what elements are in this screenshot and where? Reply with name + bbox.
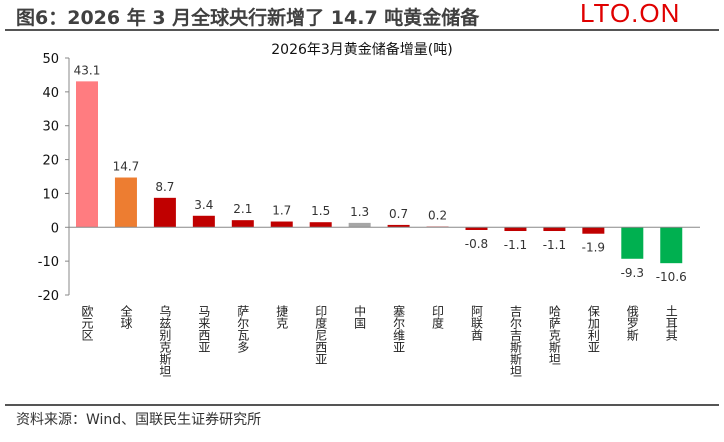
bar: [582, 227, 605, 234]
bar: [387, 224, 410, 228]
watermark: LTO.ON: [580, 0, 681, 28]
y-tick-label: 0: [51, 221, 59, 236]
x-tick-label: 保加利亚: [586, 305, 600, 353]
x-tick-label: 萨尔瓦多: [236, 305, 250, 354]
bar: [114, 177, 137, 228]
footer-divider: [5, 404, 719, 406]
x-tick-label: 阿联酋: [470, 305, 484, 341]
bar: [543, 227, 566, 232]
data-label: 2.1: [233, 202, 252, 216]
data-label: 1.3: [350, 205, 369, 219]
x-tick-label: 马来西亚: [197, 305, 211, 353]
data-label: 8.7: [155, 180, 174, 194]
y-tick-label: 40: [42, 86, 59, 101]
data-label: -0.8: [465, 237, 488, 251]
bar: [504, 227, 527, 232]
data-label: 1.5: [311, 204, 330, 218]
x-tick-label: 哈萨克斯坦: [547, 305, 561, 365]
bar: [153, 197, 176, 228]
x-tick-label: 俄罗斯: [625, 305, 639, 342]
figure-title: 图6：2026 年 3 月全球央行新增了 14.7 吨黄金储备: [16, 7, 480, 29]
data-label: 0.2: [428, 209, 447, 223]
x-tick-label: 乌兹别克斯坦: [158, 304, 172, 377]
y-tick-label: 10: [42, 187, 59, 202]
data-label: 0.7: [389, 207, 408, 221]
bar: [660, 227, 683, 264]
data-label: -9.3: [621, 266, 644, 280]
bar: [621, 227, 644, 259]
data-label: 1.7: [272, 204, 291, 218]
x-tick-label: 印度尼西亚: [314, 305, 328, 365]
title-divider: [5, 29, 719, 31]
y-tick-label: 30: [42, 120, 59, 135]
x-tick-label: 捷克: [275, 305, 289, 330]
bar: [465, 227, 488, 230]
bar: [192, 215, 215, 228]
data-label: -1.1: [504, 238, 527, 252]
data-label: -1.9: [582, 241, 605, 255]
y-tick-label: 50: [42, 52, 59, 67]
y-tick-label: -20: [38, 289, 59, 304]
y-tick-label: -10: [38, 255, 59, 270]
source-note: 资料来源：Wind、国联民生证券研究所: [16, 412, 262, 428]
chart-title: 2026年3月黄金储备增量(吨): [271, 41, 452, 58]
x-tick-label: 欧元区: [80, 305, 94, 341]
data-label: 3.4: [194, 198, 213, 212]
x-tick-label: 全球: [119, 304, 133, 329]
data-label: -10.6: [656, 270, 687, 284]
data-label: 43.1: [74, 63, 101, 77]
bar: [270, 221, 293, 228]
data-label: -1.1: [543, 238, 566, 252]
x-tick-label: 土耳其: [664, 305, 678, 341]
y-tick-label: 20: [42, 154, 59, 169]
bar: [348, 222, 371, 228]
bar: [231, 220, 254, 228]
data-label: 14.7: [113, 160, 140, 174]
bar: [76, 81, 98, 228]
bar: [309, 222, 332, 228]
x-tick-label: 中国: [353, 304, 367, 329]
x-tick-label: 塞尔维亚: [392, 304, 406, 353]
x-tick-label: 吉尔吉斯斯坦: [508, 305, 522, 377]
x-tick-label: 印度: [431, 305, 445, 329]
